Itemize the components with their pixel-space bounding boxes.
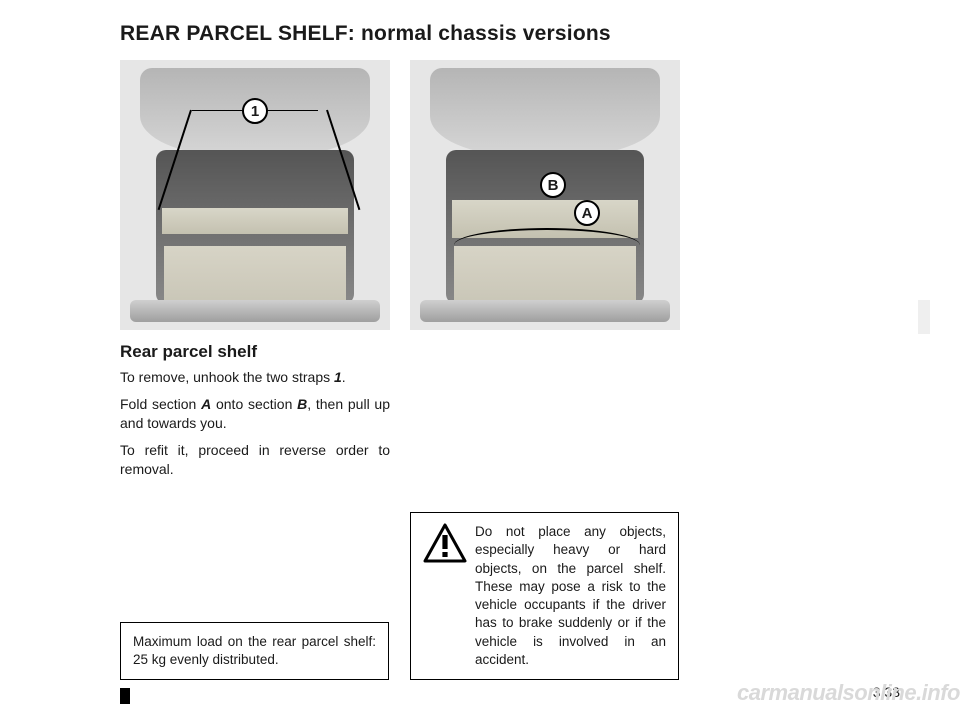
manual-page: REAR PARCEL SHELF: normal chassis versio… xyxy=(0,0,960,710)
paragraph-1: To remove, unhook the two straps 1. xyxy=(120,368,390,387)
warning-box: Do not place any objects, especially hea… xyxy=(410,512,679,680)
callout-a: A xyxy=(574,200,600,226)
page-title: REAR PARCEL SHELF: normal chassis versio… xyxy=(120,22,900,46)
load-info-box: Maximum load on the rear parcel shelf: 2… xyxy=(120,622,389,680)
subheading: Rear parcel shelf xyxy=(120,342,390,362)
warning-body: Do not place any objects, especially hea… xyxy=(423,523,666,669)
left-column: 29503 1 Rear parcel shelf xyxy=(120,60,390,486)
thumb-tab xyxy=(918,300,930,334)
photo-left: 29503 1 xyxy=(120,60,390,330)
content-columns: 29503 1 Rear parcel shelf xyxy=(120,60,900,486)
watermark: carmanualsonline.info xyxy=(737,680,960,706)
callout-b: B xyxy=(540,172,566,198)
footer-mark xyxy=(120,688,130,704)
warning-text: Do not place any objects, especially hea… xyxy=(475,523,666,669)
load-info-text: Maximum load on the rear parcel shelf: 2… xyxy=(133,634,376,667)
middle-column: 29504 B A xyxy=(410,60,680,486)
body-text: To remove, unhook the two straps 1. Fold… xyxy=(120,368,390,478)
photo-right: 29504 B A xyxy=(410,60,680,330)
paragraph-2: Fold section A onto section B, then pull… xyxy=(120,395,390,433)
warning-icon xyxy=(423,523,467,568)
callout-1: 1 xyxy=(242,98,268,124)
paragraph-3: To refit it, proceed in reverse order to… xyxy=(120,441,390,479)
right-column xyxy=(700,60,900,486)
